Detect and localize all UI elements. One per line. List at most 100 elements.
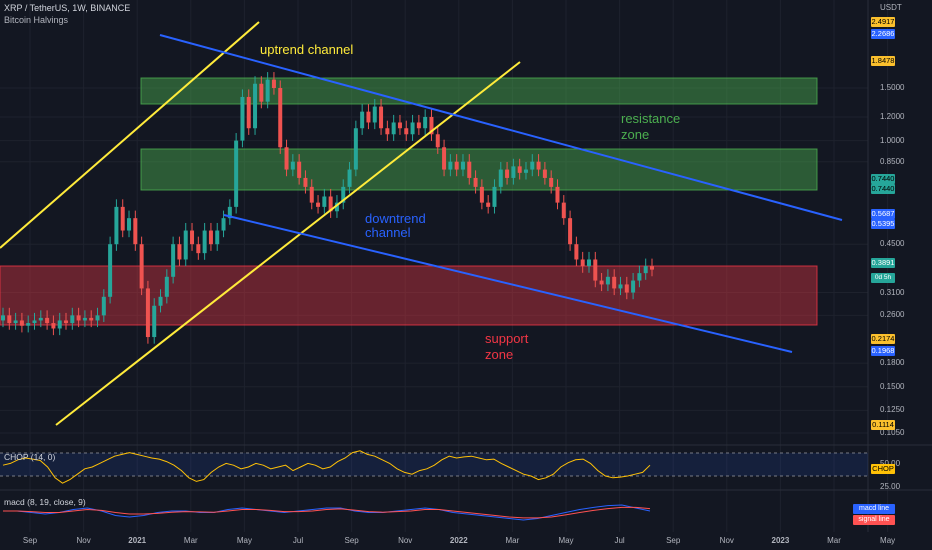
resistance-label-line2: zone <box>621 127 650 142</box>
candle-body <box>164 276 169 297</box>
candle-body <box>467 161 472 178</box>
price-axis-tick: 1.0000 <box>880 135 905 145</box>
price-axis-tick: 0.1050 <box>880 428 905 437</box>
candle-body <box>108 244 113 297</box>
downtrend-line-lower[interactable] <box>223 214 793 353</box>
candle-body <box>605 276 610 285</box>
time-axis-tick: Mar <box>827 536 841 545</box>
candle-body <box>599 280 604 285</box>
candle-body <box>234 140 239 207</box>
time-axis-tick: Mar <box>183 536 198 545</box>
chop-band <box>0 453 868 476</box>
price-tag: 0.5395 <box>871 219 895 230</box>
candle-body <box>284 147 289 170</box>
resistance-zone-lower[interactable] <box>140 148 818 191</box>
candle-body <box>593 259 598 281</box>
signal-line[interactable] <box>3 506 651 519</box>
uptrend-line-upper[interactable] <box>0 21 260 249</box>
time-axis-tick: Nov <box>719 536 734 545</box>
candle-body <box>32 320 37 324</box>
candle-body <box>536 161 541 170</box>
candle-body <box>517 166 522 173</box>
candle-body <box>366 111 371 123</box>
candle-body <box>397 122 402 129</box>
candle-body <box>385 128 390 135</box>
price-tag: 0.3891 <box>871 258 895 269</box>
price-axis-tick: 0.8500 <box>880 156 905 166</box>
candle-body <box>202 230 207 254</box>
time-axis-tick: Sep <box>666 536 681 545</box>
candle-body <box>492 186 497 207</box>
uptrend-line-lower[interactable] <box>55 61 521 426</box>
chop-pane-label[interactable]: CHOP (14, 0) <box>4 452 56 462</box>
candle-body <box>435 134 440 148</box>
price-tag: 0.7440 <box>871 184 895 195</box>
candle-body <box>334 202 339 212</box>
candle-body <box>265 79 270 102</box>
candle-body <box>19 320 24 326</box>
time-axis-tick: 2021 <box>128 536 147 545</box>
downtrend-line-upper[interactable] <box>159 34 843 221</box>
downtrend-label-line1: downtrend <box>365 211 426 226</box>
candle-body <box>341 186 346 203</box>
support-zone[interactable] <box>0 265 818 326</box>
price-tag: 2.2686 <box>871 29 895 40</box>
candle-body <box>101 296 106 316</box>
macd-pane-label[interactable]: macd (8, 19, close, 9) <box>4 497 86 507</box>
candle-body <box>568 218 573 245</box>
support-label-line1: support <box>485 331 529 346</box>
candle-body <box>290 161 295 170</box>
indicator-label[interactable]: Bitcoin Halvings <box>4 15 69 25</box>
symbol-title[interactable]: XRP / TetherUS, 1W, BINANCE <box>4 3 131 13</box>
candle-body <box>631 280 636 293</box>
price-axis-tick: 0.2600 <box>880 310 905 320</box>
candle-body <box>372 106 377 123</box>
candle-body <box>391 122 396 135</box>
candle-body <box>353 128 358 170</box>
candle-body <box>89 317 94 321</box>
candle-body <box>347 169 352 187</box>
candle-body <box>309 186 314 203</box>
candle-body <box>549 177 554 187</box>
candle-body <box>70 315 75 324</box>
candle-body <box>410 122 415 135</box>
chop-line[interactable] <box>2 450 651 484</box>
candle-body <box>580 259 585 267</box>
time-axis-tick: Jul <box>292 536 304 545</box>
price-tag: 2.4917 <box>871 17 895 28</box>
candle-body <box>196 244 201 254</box>
candle-body <box>13 320 18 324</box>
candle-body <box>643 266 648 274</box>
candle-body <box>221 218 226 231</box>
candle-body <box>259 83 264 102</box>
candle-body <box>460 161 465 170</box>
macd-line[interactable] <box>3 504 651 521</box>
candle-body <box>183 230 188 260</box>
candle-body <box>561 202 566 219</box>
candle-body <box>139 244 144 289</box>
chop-axis-50: 50.00 <box>872 459 932 468</box>
candle-body <box>454 161 459 170</box>
support-label-line2: zone <box>485 347 514 362</box>
candle-body <box>240 96 245 141</box>
candle-body <box>429 116 434 135</box>
candle-body <box>379 106 384 129</box>
candle-body <box>637 273 642 281</box>
price-axis-tick: 1.2000 <box>880 111 905 121</box>
macd-line-tag: macd line <box>853 504 895 514</box>
candle-body <box>95 315 100 321</box>
time-axis-tick: Mar <box>505 536 520 545</box>
candle-body <box>114 206 119 245</box>
chop-tag: CHOP <box>871 464 895 474</box>
time-axis-tick: Sep <box>344 536 359 545</box>
time-axis-tick: May <box>236 536 252 545</box>
candle-body <box>542 169 547 178</box>
candle-body <box>45 317 50 324</box>
candle-body <box>650 266 654 270</box>
price-axis-tick: 0.1250 <box>880 405 905 415</box>
candle-body <box>208 230 213 245</box>
candle-body <box>498 169 503 187</box>
price-tag: 0.2174 <box>871 333 895 344</box>
price-axis-tick: 1.5000 <box>880 83 905 92</box>
